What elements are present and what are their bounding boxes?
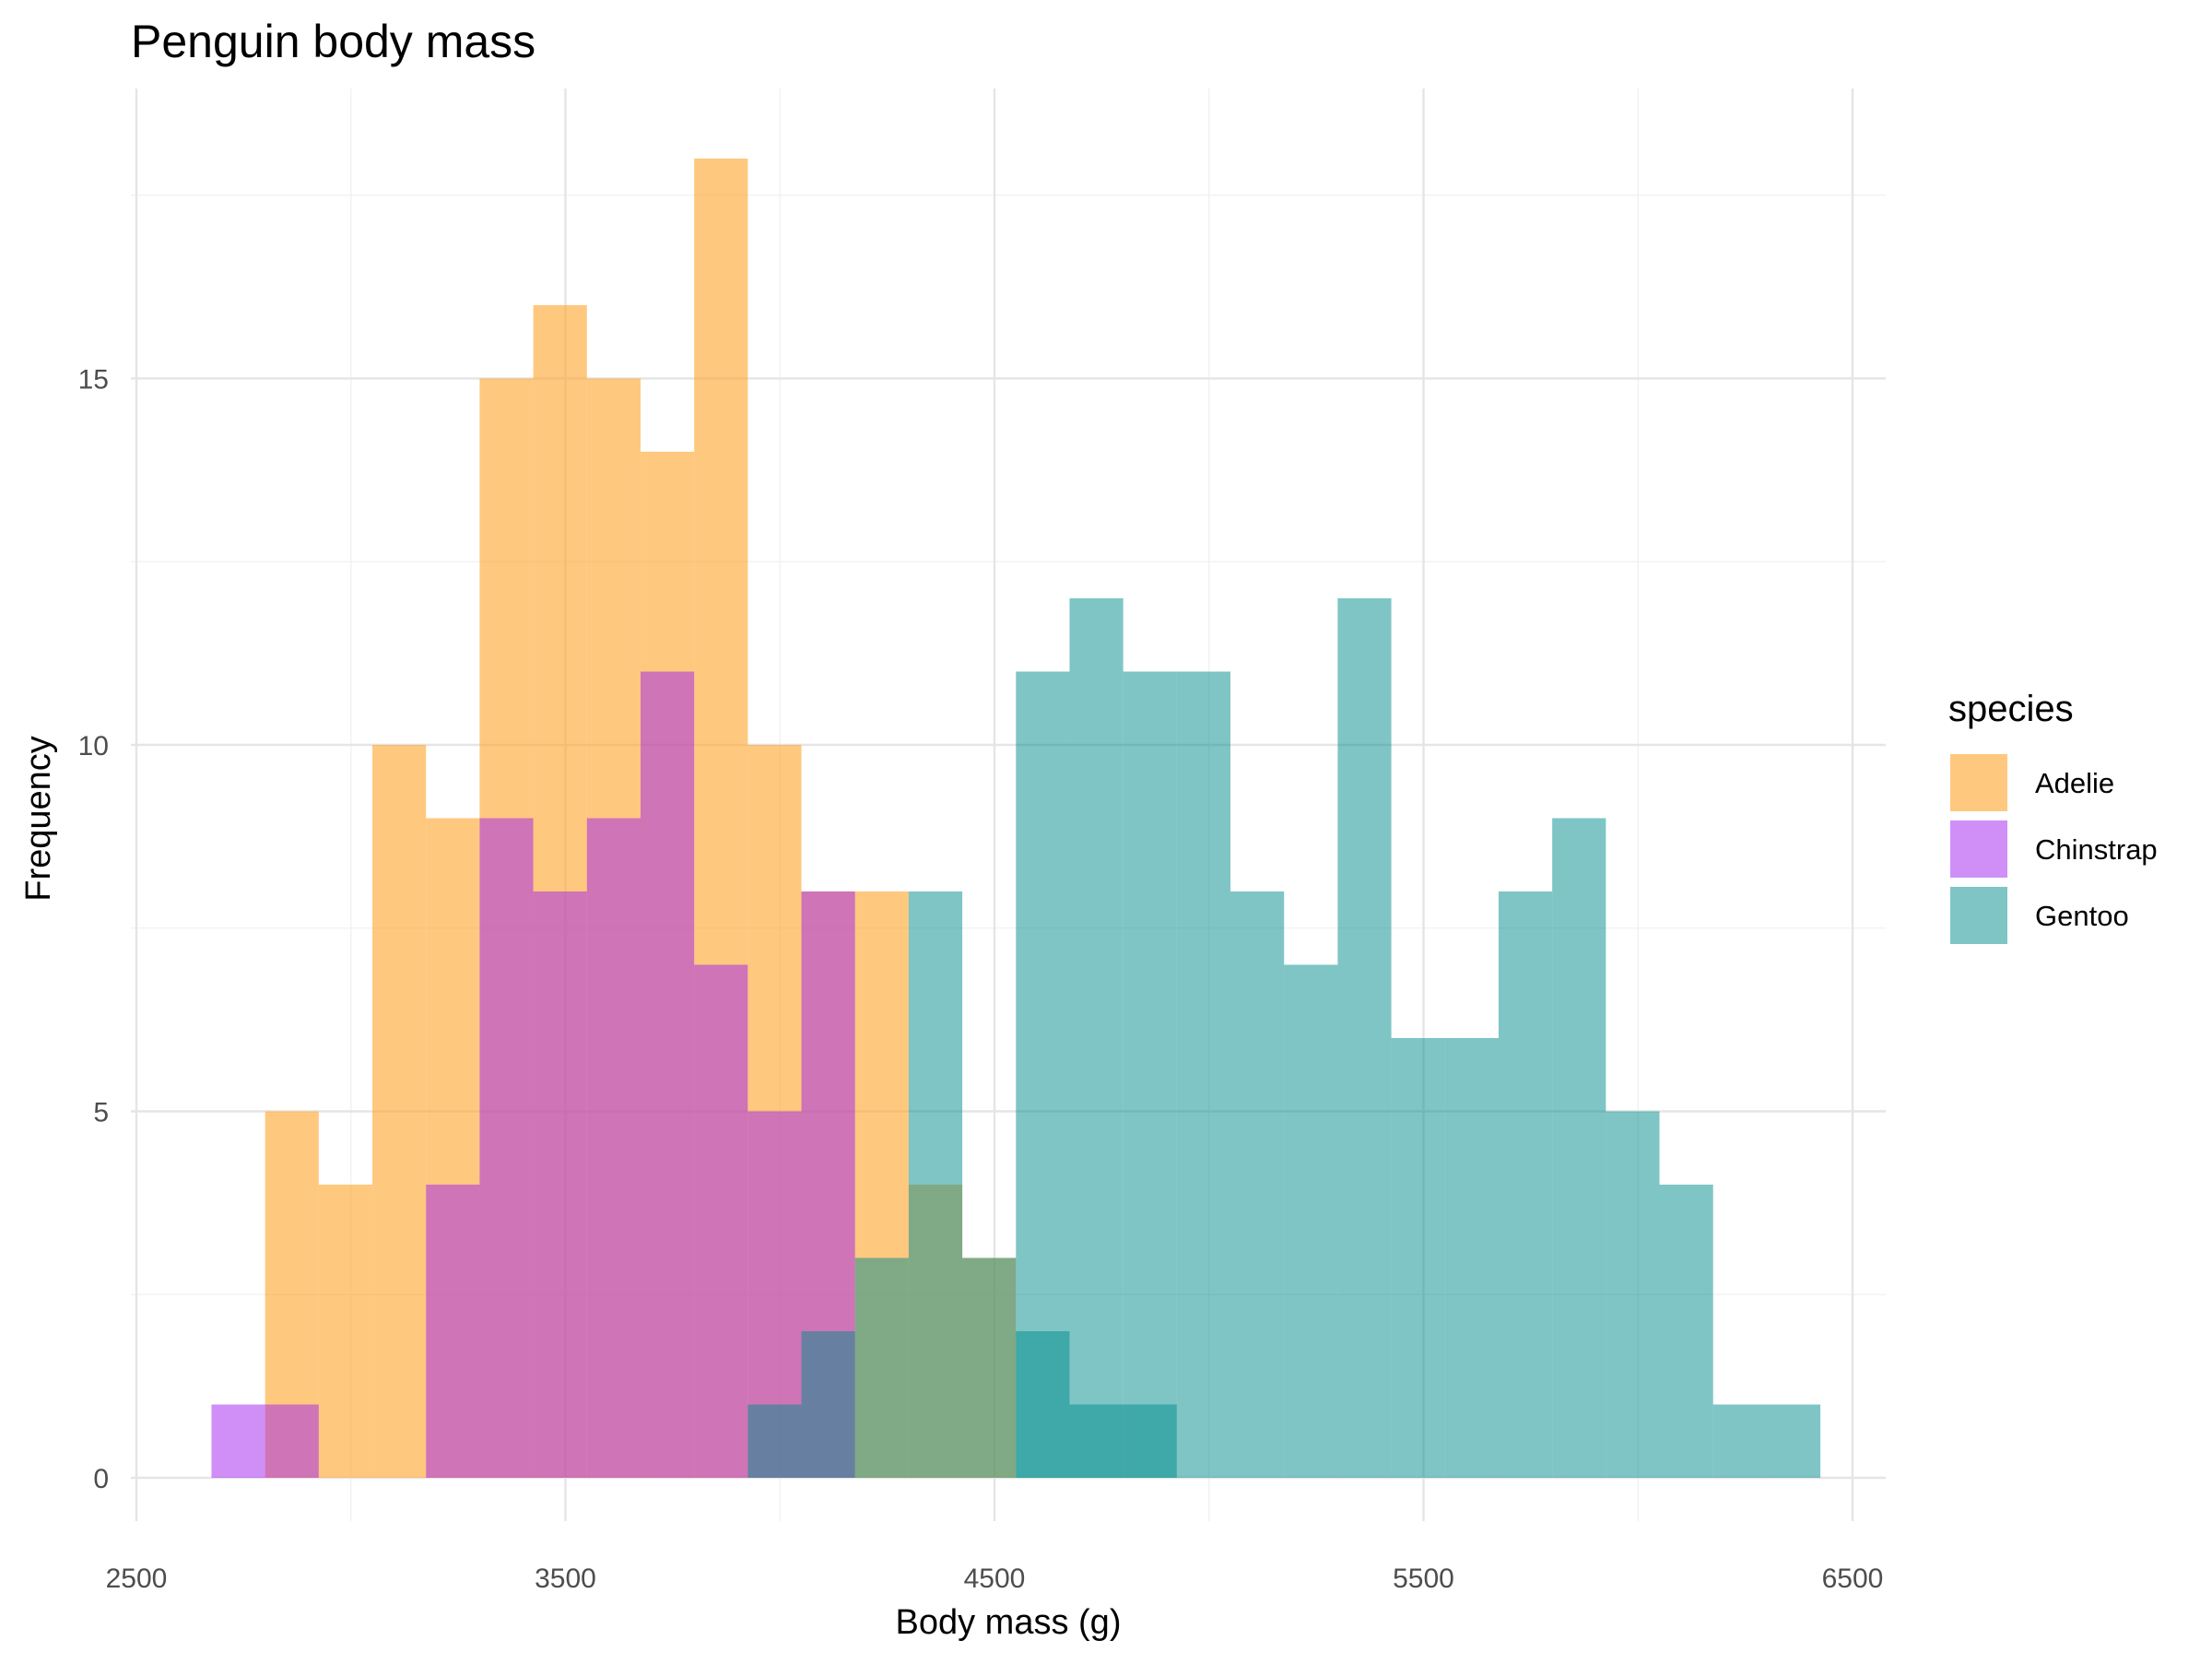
histogram-bar [426, 1185, 480, 1478]
histogram-bar [1552, 818, 1606, 1478]
x-tick-label: 3500 [535, 1564, 596, 1594]
legend-key-swatch [1950, 754, 2007, 811]
x-tick-label: 5500 [1393, 1564, 1454, 1594]
histogram-bar [1016, 671, 1070, 1478]
axis-layer: 2500 3500 4500 5500 6500 0 5 10 15 [78, 365, 1884, 1595]
histogram-bar [801, 1331, 855, 1478]
histogram-bar [1391, 1038, 1445, 1478]
legend-title: species [1948, 689, 2074, 729]
y-axis-title: Frequency [19, 736, 58, 902]
legend-items: Adelie Chinstrap Gentoo [1948, 752, 2158, 946]
bar-layer [211, 159, 1821, 1478]
histogram-bar [962, 1257, 1017, 1478]
histogram-bar [854, 1257, 909, 1478]
histogram-bar [586, 818, 641, 1478]
legend-label: Chinstrap [2035, 833, 2158, 866]
histogram-bar [1766, 1404, 1821, 1478]
histogram-bar [908, 891, 963, 1478]
histogram-bar [1659, 1185, 1713, 1478]
histogram-bar [533, 891, 587, 1478]
histogram-bar [1069, 598, 1124, 1478]
histogram-bar [211, 1404, 265, 1478]
histogram-bar [747, 1404, 802, 1478]
legend-key-swatch [1950, 887, 2007, 944]
legend-label: Adelie [2035, 767, 2114, 799]
y-tick-label: 10 [78, 731, 109, 761]
y-tick-label: 5 [93, 1098, 109, 1128]
histogram-bar [1230, 891, 1285, 1478]
legend-label: Gentoo [2035, 900, 2129, 932]
histogram-bar [318, 1185, 373, 1478]
legend: species Adelie Chinstrap Gentoo [1948, 689, 2158, 946]
histogram-bar [372, 745, 427, 1478]
histogram-bar [1337, 598, 1392, 1478]
histogram-bar [479, 818, 534, 1478]
x-tick-label: 6500 [1822, 1564, 1884, 1594]
y-tick-label: 15 [78, 365, 109, 395]
histogram-bar [1284, 964, 1338, 1478]
histogram-bar [1498, 891, 1553, 1478]
histogram-bar [1176, 671, 1231, 1478]
histogram-bar [265, 1404, 319, 1478]
histogram-bar [640, 671, 695, 1478]
x-axis-title: Body mass (g) [896, 1603, 1122, 1642]
plot-title: Penguin body mass [131, 16, 535, 67]
histogram-bar [1606, 1111, 1660, 1478]
histogram-bar [1712, 1404, 1767, 1478]
histogram-bar [1123, 671, 1177, 1478]
y-tick-label: 0 [93, 1464, 109, 1494]
x-tick-label: 4500 [964, 1564, 1026, 1594]
x-tick-label: 2500 [106, 1564, 168, 1594]
legend-key-swatch [1950, 820, 2007, 878]
histogram-bar [1444, 1038, 1499, 1478]
histogram-bar [694, 964, 748, 1478]
